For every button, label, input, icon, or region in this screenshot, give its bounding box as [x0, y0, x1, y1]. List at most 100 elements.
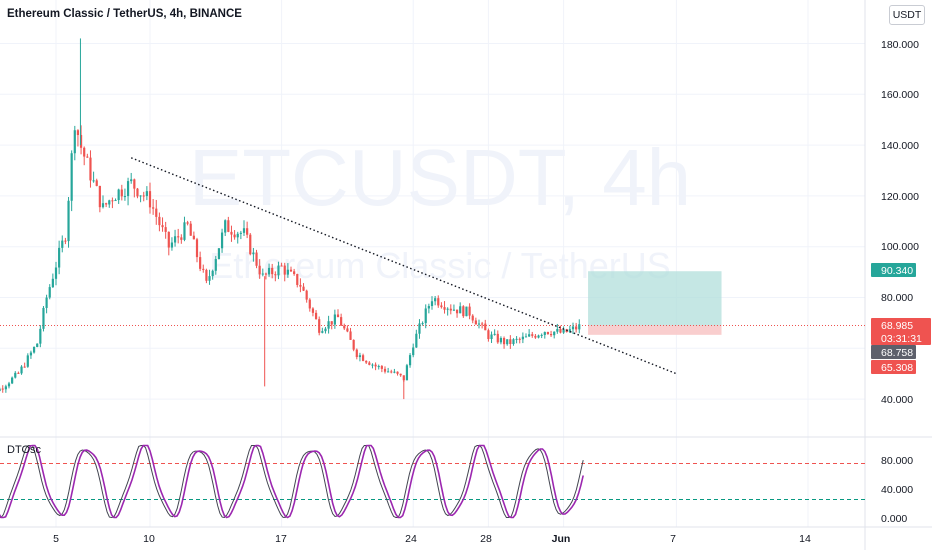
- time-tick: 14: [799, 533, 811, 545]
- candle-body: [114, 200, 117, 202]
- time-tick: 10: [143, 533, 155, 545]
- price-tick: 180.000: [881, 39, 919, 51]
- price-tick: 160.000: [881, 89, 919, 101]
- candle-body: [76, 130, 80, 136]
- candle-body: [224, 220, 227, 233]
- candle-body: [318, 319, 321, 333]
- candle-body: [571, 326, 575, 330]
- candle-body: [390, 371, 393, 373]
- candle-body: [405, 365, 409, 381]
- candle-body: [462, 306, 465, 317]
- candle-body: [61, 240, 64, 248]
- candle-body: [98, 185, 101, 208]
- candle-body: [343, 325, 346, 329]
- candle-body: [299, 284, 302, 287]
- candle-body: [455, 309, 459, 314]
- candle-body: [195, 239, 199, 258]
- candle-body: [79, 135, 83, 148]
- candle-body: [324, 328, 327, 332]
- candle-body: [83, 147, 86, 157]
- candle-body: [108, 200, 111, 205]
- candle-body: [434, 298, 437, 302]
- candle-body: [578, 324, 581, 330]
- osc-tick: 40.000: [881, 484, 913, 496]
- candle-body: [293, 271, 296, 275]
- chart-title: Ethereum Classic / TetherUS, 4h, BINANCE: [7, 8, 242, 20]
- candle-body: [1, 388, 4, 390]
- candle-body: [308, 299, 311, 309]
- candle-body: [452, 309, 456, 311]
- candle-body: [559, 329, 562, 333]
- candle-body: [239, 232, 242, 234]
- candle-body: [512, 339, 515, 345]
- candle-body: [524, 336, 528, 338]
- candle-body: [155, 208, 158, 217]
- candle-body: [361, 355, 365, 361]
- candle-body: [29, 352, 33, 356]
- stop-price-text: 65.308: [881, 362, 913, 374]
- candle-body: [333, 314, 336, 325]
- candle-body: [145, 191, 148, 197]
- price-axis[interactable]: 180.000 160.000 140.000 120.000 100.000 …: [881, 39, 919, 406]
- trendline-line[interactable]: [130, 157, 677, 375]
- target-price-text: 90.340: [881, 265, 913, 277]
- candle-body: [36, 343, 39, 347]
- candle-body: [51, 278, 54, 288]
- stop-zone: [588, 325, 722, 335]
- candle-body: [556, 329, 559, 332]
- time-tick: Jun: [552, 533, 571, 545]
- candle-body: [427, 306, 430, 309]
- candle-body: [283, 265, 286, 275]
- candle-body: [258, 265, 261, 275]
- candle-body: [136, 188, 139, 197]
- price-tick: 140.000: [881, 140, 919, 152]
- candle-body: [443, 307, 446, 310]
- candle-body: [449, 308, 452, 311]
- candle-body: [518, 338, 521, 340]
- candle-body: [402, 375, 405, 381]
- candle-body: [296, 274, 299, 285]
- candle-body: [158, 216, 161, 226]
- candle-body: [4, 386, 7, 390]
- candle-body: [280, 265, 283, 267]
- candle-body: [105, 203, 108, 205]
- oscillator-pane: [0, 444, 865, 519]
- candle-body: [302, 286, 305, 291]
- osc-signal-line: [0, 445, 584, 519]
- candle-body: [130, 179, 133, 182]
- candle-body: [23, 366, 26, 368]
- price-tick: 40.000: [881, 394, 913, 406]
- candle-body: [346, 328, 349, 332]
- candle-body: [20, 366, 23, 374]
- candle-body: [437, 298, 440, 306]
- candle-body: [499, 338, 503, 343]
- time-tick: 17: [275, 533, 287, 545]
- candle-body: [17, 372, 20, 374]
- candle-body: [393, 371, 396, 373]
- candle-body: [173, 236, 177, 243]
- trendline[interactable]: [130, 157, 677, 375]
- candle-body: [39, 328, 42, 344]
- candle-body: [64, 240, 67, 242]
- candle-body: [133, 179, 136, 189]
- candle-body: [117, 189, 120, 201]
- price-tick: 100.000: [881, 241, 919, 253]
- candle-body: [543, 332, 546, 335]
- prev-close-text: 68.758: [881, 347, 913, 359]
- candle-body: [58, 247, 61, 268]
- prev-close-label: 68.758: [871, 345, 916, 359]
- currency-button[interactable]: USDT: [889, 5, 925, 25]
- candle-body: [111, 200, 114, 202]
- candle-body: [161, 225, 164, 228]
- candle-body: [242, 228, 246, 233]
- current-price-text: 68.985: [881, 320, 913, 332]
- candle-body: [227, 220, 230, 232]
- time-axis[interactable]: 5 10 17 24 28 Jun 7 14: [53, 533, 811, 545]
- candle-body: [199, 257, 202, 269]
- oscillator-axis: 80.000 40.000 0.000: [881, 455, 913, 525]
- candle-body: [502, 338, 506, 345]
- candle-body: [54, 267, 58, 279]
- candle-body: [73, 130, 76, 154]
- long-position-zone[interactable]: [0, 271, 865, 335]
